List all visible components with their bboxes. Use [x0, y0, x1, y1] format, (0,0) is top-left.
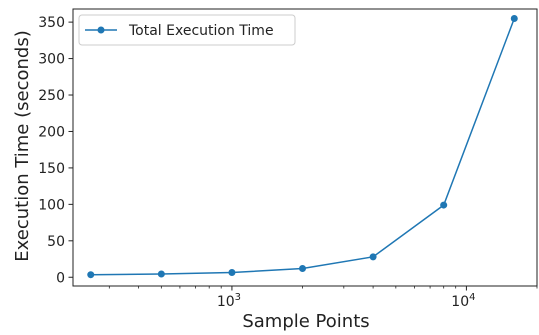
y-tick-label: 300	[38, 52, 65, 68]
y-tick-label: 100	[38, 197, 65, 213]
y-ticks: 0 50 100 150 200 250 300 350	[38, 15, 73, 286]
x-major-ticks: 103 104	[217, 286, 476, 310]
data-point	[369, 253, 377, 261]
y-tick-label: 200	[38, 124, 65, 140]
y-tick-label: 350	[38, 15, 65, 31]
data-point	[228, 269, 236, 277]
legend-marker-swatch	[97, 26, 105, 34]
data-point	[157, 270, 165, 278]
data-point	[87, 271, 95, 279]
y-tick-label: 50	[47, 234, 65, 250]
legend: Total Execution Time	[78, 14, 296, 46]
x-axis-label: Sample Points	[242, 311, 369, 332]
x-tick-label: 104	[451, 292, 475, 310]
y-tick-label: 150	[38, 161, 65, 177]
series-layer	[87, 14, 518, 279]
legend-box	[78, 14, 296, 46]
y-tick-label: 250	[38, 88, 65, 104]
plot-frame	[72, 8, 538, 287]
series-line-total-execution-time	[90, 18, 515, 276]
y-axis-label: Execution Time (seconds)	[12, 30, 33, 261]
data-point	[440, 201, 448, 209]
x-tick-label: 103	[217, 292, 241, 310]
y-tick-label: 0	[56, 270, 65, 286]
data-point	[299, 265, 307, 273]
legend-label-total-execution-time: Total Execution Time	[128, 23, 274, 39]
data-point	[510, 14, 518, 22]
